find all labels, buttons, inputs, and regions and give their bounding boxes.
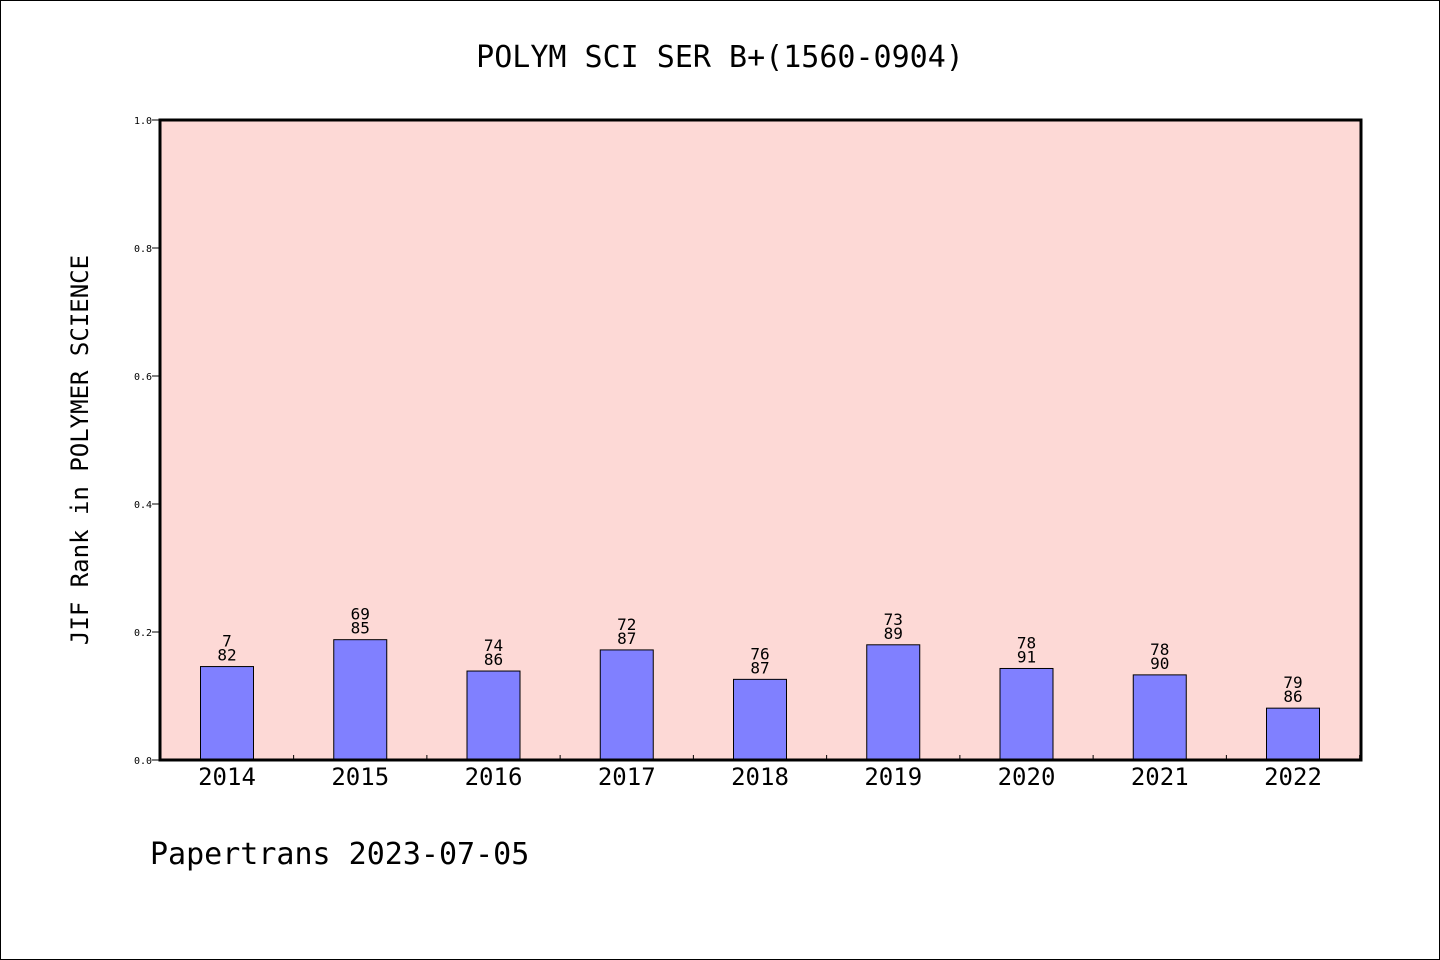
bar-2015	[333, 639, 388, 761]
bar-label-bottom: 91	[1017, 647, 1036, 666]
bar-label-bottom: 82	[217, 646, 236, 665]
x-tick-label: 2015	[331, 763, 389, 791]
bar-label-bottom: 87	[617, 629, 636, 648]
x-axis: 2014 2015 2016 2017 2018 2019 2020 2021 2022	[159, 755, 1361, 791]
bar-2014	[200, 666, 254, 761]
bar-label-top: 78	[1150, 640, 1169, 659]
bar-2018	[733, 678, 787, 761]
y-tick-label: 0.8	[134, 244, 152, 255]
x-tick-label: 2022	[1264, 763, 1322, 791]
bar-2020	[999, 667, 1054, 761]
bar-2017	[599, 649, 654, 761]
chart-title: POLYM SCI SER B+(1560-0904)	[476, 40, 964, 75]
bar-2021	[1132, 674, 1187, 761]
y-axis-label: JIF Rank in POLYMER SCIENCE	[66, 255, 94, 645]
x-tick-label: 2018	[731, 763, 789, 791]
bar-label-top: 76	[750, 644, 769, 663]
y-tick-label: 0.4	[134, 500, 152, 511]
bar-label-top: 79	[1283, 673, 1302, 692]
bar-label-top: 69	[351, 605, 370, 624]
bar-label-bottom: 90	[1150, 654, 1169, 673]
bar-label-top: 7	[222, 632, 232, 651]
bar-2016	[466, 670, 521, 761]
y-tick-label: 1.0	[134, 116, 152, 127]
bar-label-top: 74	[484, 636, 503, 655]
x-tick-label: 2017	[598, 763, 656, 791]
footer-text: Papertrans 2023-07-05	[150, 837, 529, 872]
bar-label-bottom: 86	[484, 650, 503, 669]
bar-label-top: 72	[617, 615, 636, 634]
y-tick-label: 0.2	[134, 628, 152, 639]
bar-label-bottom: 85	[351, 619, 370, 638]
bar-label-bottom: 89	[884, 624, 903, 643]
y-tick-label: 0.0	[134, 756, 152, 767]
x-tick-label: 2019	[864, 763, 922, 791]
plot-frame	[158, 118, 1363, 762]
bar-label-top: 73	[884, 610, 903, 629]
y-tick-label: 0.6	[134, 372, 152, 383]
x-tick-label: 2016	[465, 763, 523, 791]
bar-2019	[866, 644, 921, 761]
bar-label-top: 78	[1017, 633, 1036, 652]
x-tick-label: 2014	[198, 763, 256, 791]
bar-label-bottom: 87	[750, 658, 769, 677]
x-tick-label: 2021	[1131, 763, 1189, 791]
x-tick-label: 2020	[998, 763, 1056, 791]
bar-label-bottom: 86	[1283, 687, 1302, 706]
bar-2022	[1266, 707, 1320, 761]
